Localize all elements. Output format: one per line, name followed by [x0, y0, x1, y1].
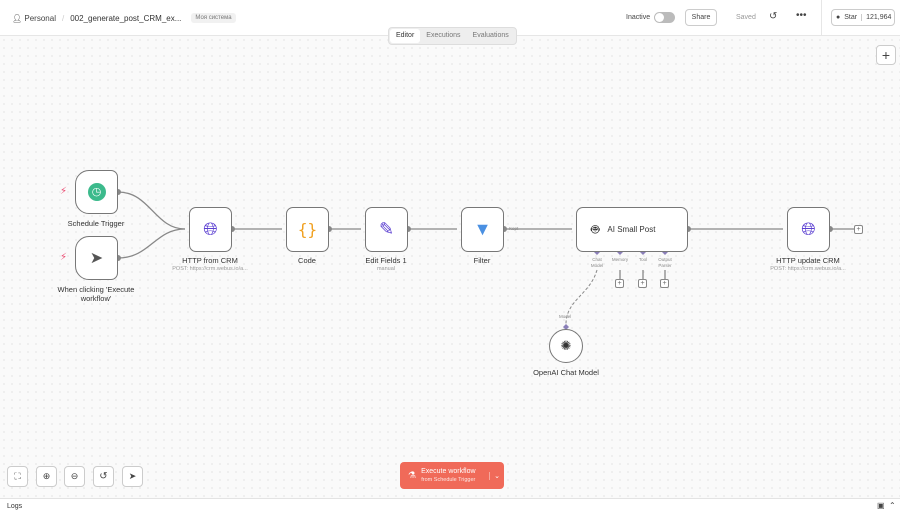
add-tool-button[interactable]: + — [638, 279, 647, 288]
github-star-button[interactable]: ● Star 121,964 — [831, 9, 895, 26]
view-tabs: Editor Executions Evaluations — [388, 27, 517, 45]
workflow-canvas[interactable] — [0, 36, 900, 498]
chevron-up-icon[interactable]: ⌃ — [889, 501, 896, 510]
robot-icon: 🤖︎ — [591, 220, 600, 237]
share-button[interactable]: Share — [685, 9, 717, 26]
node-openai-chat-model[interactable]: ✺ — [549, 329, 583, 363]
tab-executions[interactable]: Executions — [426, 32, 461, 39]
flask-icon: ⚗︎ — [408, 470, 417, 480]
workflow-name[interactable]: 002_generate_post_CRM_ex... — [70, 13, 182, 23]
node-label: OpenAI Chat Model — [533, 368, 599, 377]
panel-icon[interactable]: ▣ — [877, 501, 885, 510]
globe-icon: 🌐︎ — [203, 219, 218, 239]
node-filter[interactable]: ▼ — [461, 207, 504, 252]
tab-editor[interactable]: Editor — [390, 29, 421, 43]
node-label: Schedule Trigger — [67, 219, 125, 228]
node-http-update-crm[interactable]: 🌐︎ — [787, 207, 830, 252]
node-edit-fields[interactable]: ✎ — [365, 207, 408, 252]
trigger-bolt-icon: ⚡︎ — [60, 252, 68, 263]
node-label: Filter — [473, 256, 491, 265]
chevron-down-icon[interactable]: ⌄ — [489, 471, 504, 480]
node-label: Edit Fields 1 — [365, 256, 407, 265]
add-memory-button[interactable]: + — [615, 279, 624, 288]
history-icon[interactable]: ↺ — [769, 11, 778, 22]
more-icon[interactable]: ••• — [796, 10, 807, 21]
project-breadcrumb[interactable]: 👤︎ Personal — [12, 13, 56, 23]
tab-evaluations[interactable]: Evaluations — [472, 32, 509, 39]
node-code[interactable]: {} — [286, 207, 329, 252]
node-subtitle: POST: https://crm.webus.io/a... — [770, 266, 846, 272]
active-toggle[interactable] — [654, 12, 675, 23]
port-memory: Memory — [611, 257, 629, 262]
trigger-bolt-icon: ⚡︎ — [60, 186, 68, 197]
node-label: AI Small Post — [607, 225, 656, 234]
breadcrumb-separator: / — [61, 13, 65, 23]
output-label: Kept — [509, 226, 519, 231]
add-node-button[interactable]: + — [854, 225, 863, 234]
filter-icon: ▼ — [473, 219, 492, 239]
port-tool: Tool — [638, 257, 648, 262]
cursor-icon: ➤ — [89, 250, 104, 267]
zoom-out-button[interactable]: ⊖ — [64, 466, 85, 487]
node-label: HTTP update CRM — [776, 256, 840, 265]
tidy-up-button[interactable]: ➤ — [122, 466, 143, 487]
node-subtitle: manual — [376, 266, 396, 272]
workflow-tag[interactable]: Моя система — [191, 13, 236, 23]
node-manual-trigger[interactable]: ➤ — [75, 236, 118, 280]
divider — [821, 0, 822, 36]
saved-status: Saved — [736, 14, 756, 21]
logs-label: Logs — [7, 503, 23, 510]
clock-icon: ◷ — [87, 183, 106, 201]
openai-icon: ✺ — [560, 338, 572, 353]
node-label: HTTP from CRM — [182, 256, 238, 265]
pencil-icon: ✎ — [378, 219, 395, 239]
fit-view-button[interactable]: ⛶ — [7, 466, 28, 487]
add-node-panel-button[interactable]: + — [876, 45, 896, 65]
logs-bar[interactable]: Logs ▣ ⌃ — [0, 498, 900, 514]
node-label: When clicking 'Execute workflow' — [57, 285, 135, 303]
add-output-parser-button[interactable]: + — [660, 279, 669, 288]
reset-zoom-button[interactable]: ↺ — [93, 466, 114, 487]
zoom-in-button[interactable]: ⊕ — [36, 466, 57, 487]
breadcrumb: 👤︎ Personal / 002_generate_post_CRM_ex..… — [12, 10, 236, 26]
port-chat-model: Chat Model — [590, 257, 604, 268]
execute-workflow-button[interactable]: ⚗︎ Execute workflow from Schedule Trigge… — [400, 462, 504, 489]
port-model: Model — [559, 314, 572, 319]
port-output-parser: Output Parser — [658, 257, 672, 268]
globe-icon: 🌐︎ — [801, 219, 816, 239]
node-label: Code — [298, 256, 316, 265]
node-schedule-trigger[interactable]: ◷ — [75, 170, 118, 214]
node-ai-small-post[interactable]: 🤖︎ AI Small Post — [576, 207, 688, 252]
node-http-from-crm[interactable]: 🌐︎ — [189, 207, 232, 252]
active-label: Inactive — [626, 14, 651, 21]
user-icon: 👤︎ — [12, 13, 23, 23]
github-icon: ● — [836, 14, 841, 21]
node-subtitle: POST: https://crm.webus.io/a... — [172, 266, 248, 272]
code-icon: {} — [297, 220, 318, 239]
